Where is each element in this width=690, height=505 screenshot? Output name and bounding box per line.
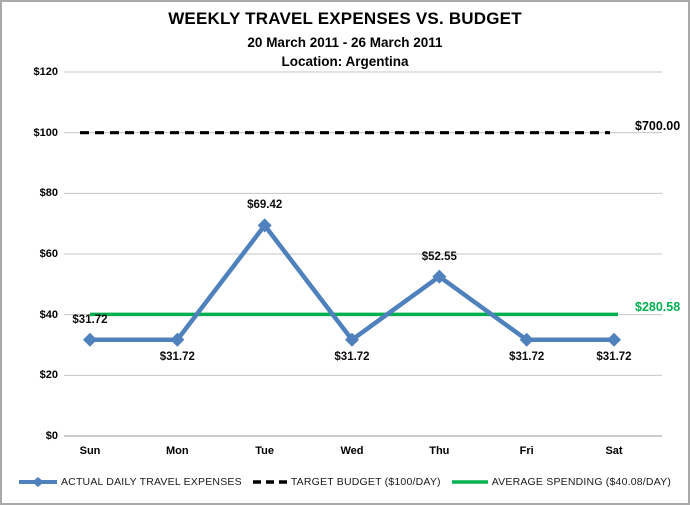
x-axis-tick-label: Fri	[519, 445, 534, 457]
legend-item-actual-expenses: ACTUAL DAILY TRAVEL EXPENSES	[18, 476, 242, 488]
x-axis-tick-label: Mon	[166, 445, 189, 457]
x-axis-tick-label: Thu	[429, 445, 450, 457]
data-point-marker	[170, 332, 185, 347]
y-axis-tick-label: $80	[39, 187, 58, 200]
legend-item-target-budget: TARGET BUDGET ($100/DAY)	[252, 476, 441, 488]
data-point-marker	[519, 332, 534, 347]
average-spending-annotation: $280.58	[635, 300, 681, 315]
actual-expenses-line	[87, 223, 617, 343]
x-axis: Sun Mon Tue Wed Thu Fri Sat	[2, 445, 688, 461]
legend-item-average-spending: AVERAGE SPENDING ($40.08/DAY)	[451, 476, 672, 488]
x-axis-tick-label: Wed	[340, 445, 364, 457]
y-axis-tick-label: $0	[45, 430, 58, 442]
chart-title: WEEKLY TRAVEL EXPENSES VS. BUDGET	[168, 9, 522, 28]
x-axis-tick-label: Sun	[79, 445, 101, 457]
black-dashed-line-icon	[252, 480, 287, 484]
legend-label-target-budget: TARGET BUDGET ($100/DAY)	[290, 476, 441, 488]
blue-line-diamond-icon	[18, 477, 57, 487]
x-axis-tick-label: Sat	[605, 445, 623, 457]
y-axis-tick-label: $60	[39, 248, 58, 260]
data-point-marker	[345, 332, 359, 347]
y-axis-tick-label: $120	[33, 66, 58, 78]
data-point-marker	[432, 269, 447, 284]
y-axis-tick-label: $40	[39, 308, 58, 321]
chart-location: Location: Argentina	[281, 54, 409, 69]
legend-label-actual-expenses: ACTUAL DAILY TRAVEL EXPENSES	[60, 476, 242, 488]
legend-label-average-spending: AVERAGE SPENDING ($40.08/DAY)	[491, 476, 672, 488]
y-axis: $0 $20 $40 $60 $80 $100 $120	[2, 2, 58, 503]
data-point-marker	[257, 218, 272, 233]
green-line-icon	[451, 480, 488, 484]
data-point-marker	[83, 332, 97, 347]
data-point-marker	[607, 332, 621, 347]
y-axis-tick-label: $20	[39, 369, 58, 382]
y-axis-tick-label: $100	[33, 126, 58, 139]
legend: ACTUAL DAILY TRAVEL EXPENSES TARGET BUDG…	[2, 476, 688, 488]
target-budget-annotation: $700.00	[635, 118, 681, 133]
x-axis-tick-label: Tue	[255, 445, 275, 457]
chart-date-range: 20 March 2011 - 26 March 2011	[247, 35, 443, 50]
